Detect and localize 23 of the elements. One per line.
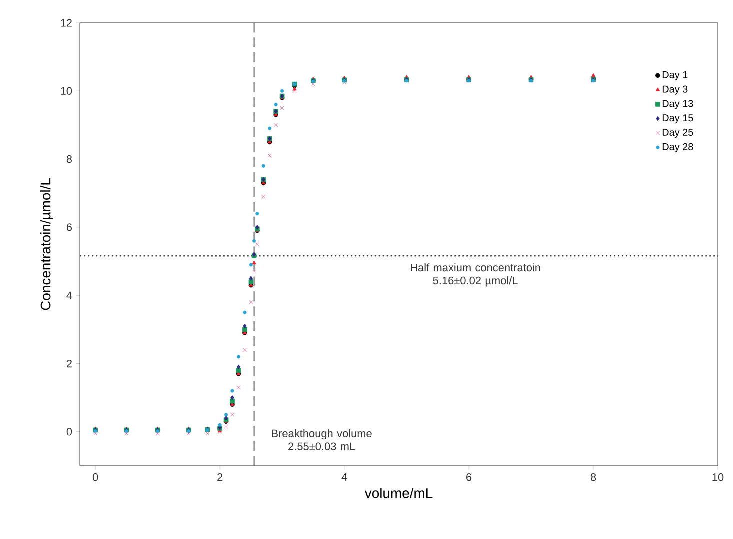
y-tick-label: 8 bbox=[66, 155, 72, 164]
x-tick-label: 8 bbox=[590, 474, 596, 482]
y-tick-label: 0 bbox=[66, 428, 72, 436]
y-axis-title: Concentratoin/µmol/L bbox=[40, 178, 54, 310]
legend-label: Day 28 bbox=[662, 143, 694, 152]
ref-line-label: Half maxium concentratoin 5.16±0.02 µmol/L bbox=[411, 264, 540, 287]
y-tick-label: 12 bbox=[61, 19, 72, 27]
legend-label: Day 15 bbox=[662, 114, 694, 124]
y-tick-label: 2 bbox=[66, 360, 72, 368]
x-axis-title: volume/mL bbox=[364, 488, 433, 498]
legend-label: Day 25 bbox=[662, 128, 694, 138]
ref-line-label: Breakthough volume 2.55±0.03 mL bbox=[272, 429, 372, 450]
legend-label: Day 13 bbox=[662, 100, 694, 110]
y-tick-label: 10 bbox=[61, 87, 72, 96]
legend-label: Day 1 bbox=[662, 71, 688, 80]
x-tick-label: 10 bbox=[712, 474, 724, 482]
x-tick-label: 2 bbox=[218, 474, 223, 482]
y-tick-label: 4 bbox=[66, 292, 72, 300]
legend-label: Day 3 bbox=[662, 86, 688, 95]
y-tick-label: 6 bbox=[66, 224, 72, 232]
x-tick-label: 6 bbox=[466, 474, 472, 482]
x-tick-label: 0 bbox=[92, 474, 98, 482]
x-tick-label: 4 bbox=[342, 474, 348, 482]
